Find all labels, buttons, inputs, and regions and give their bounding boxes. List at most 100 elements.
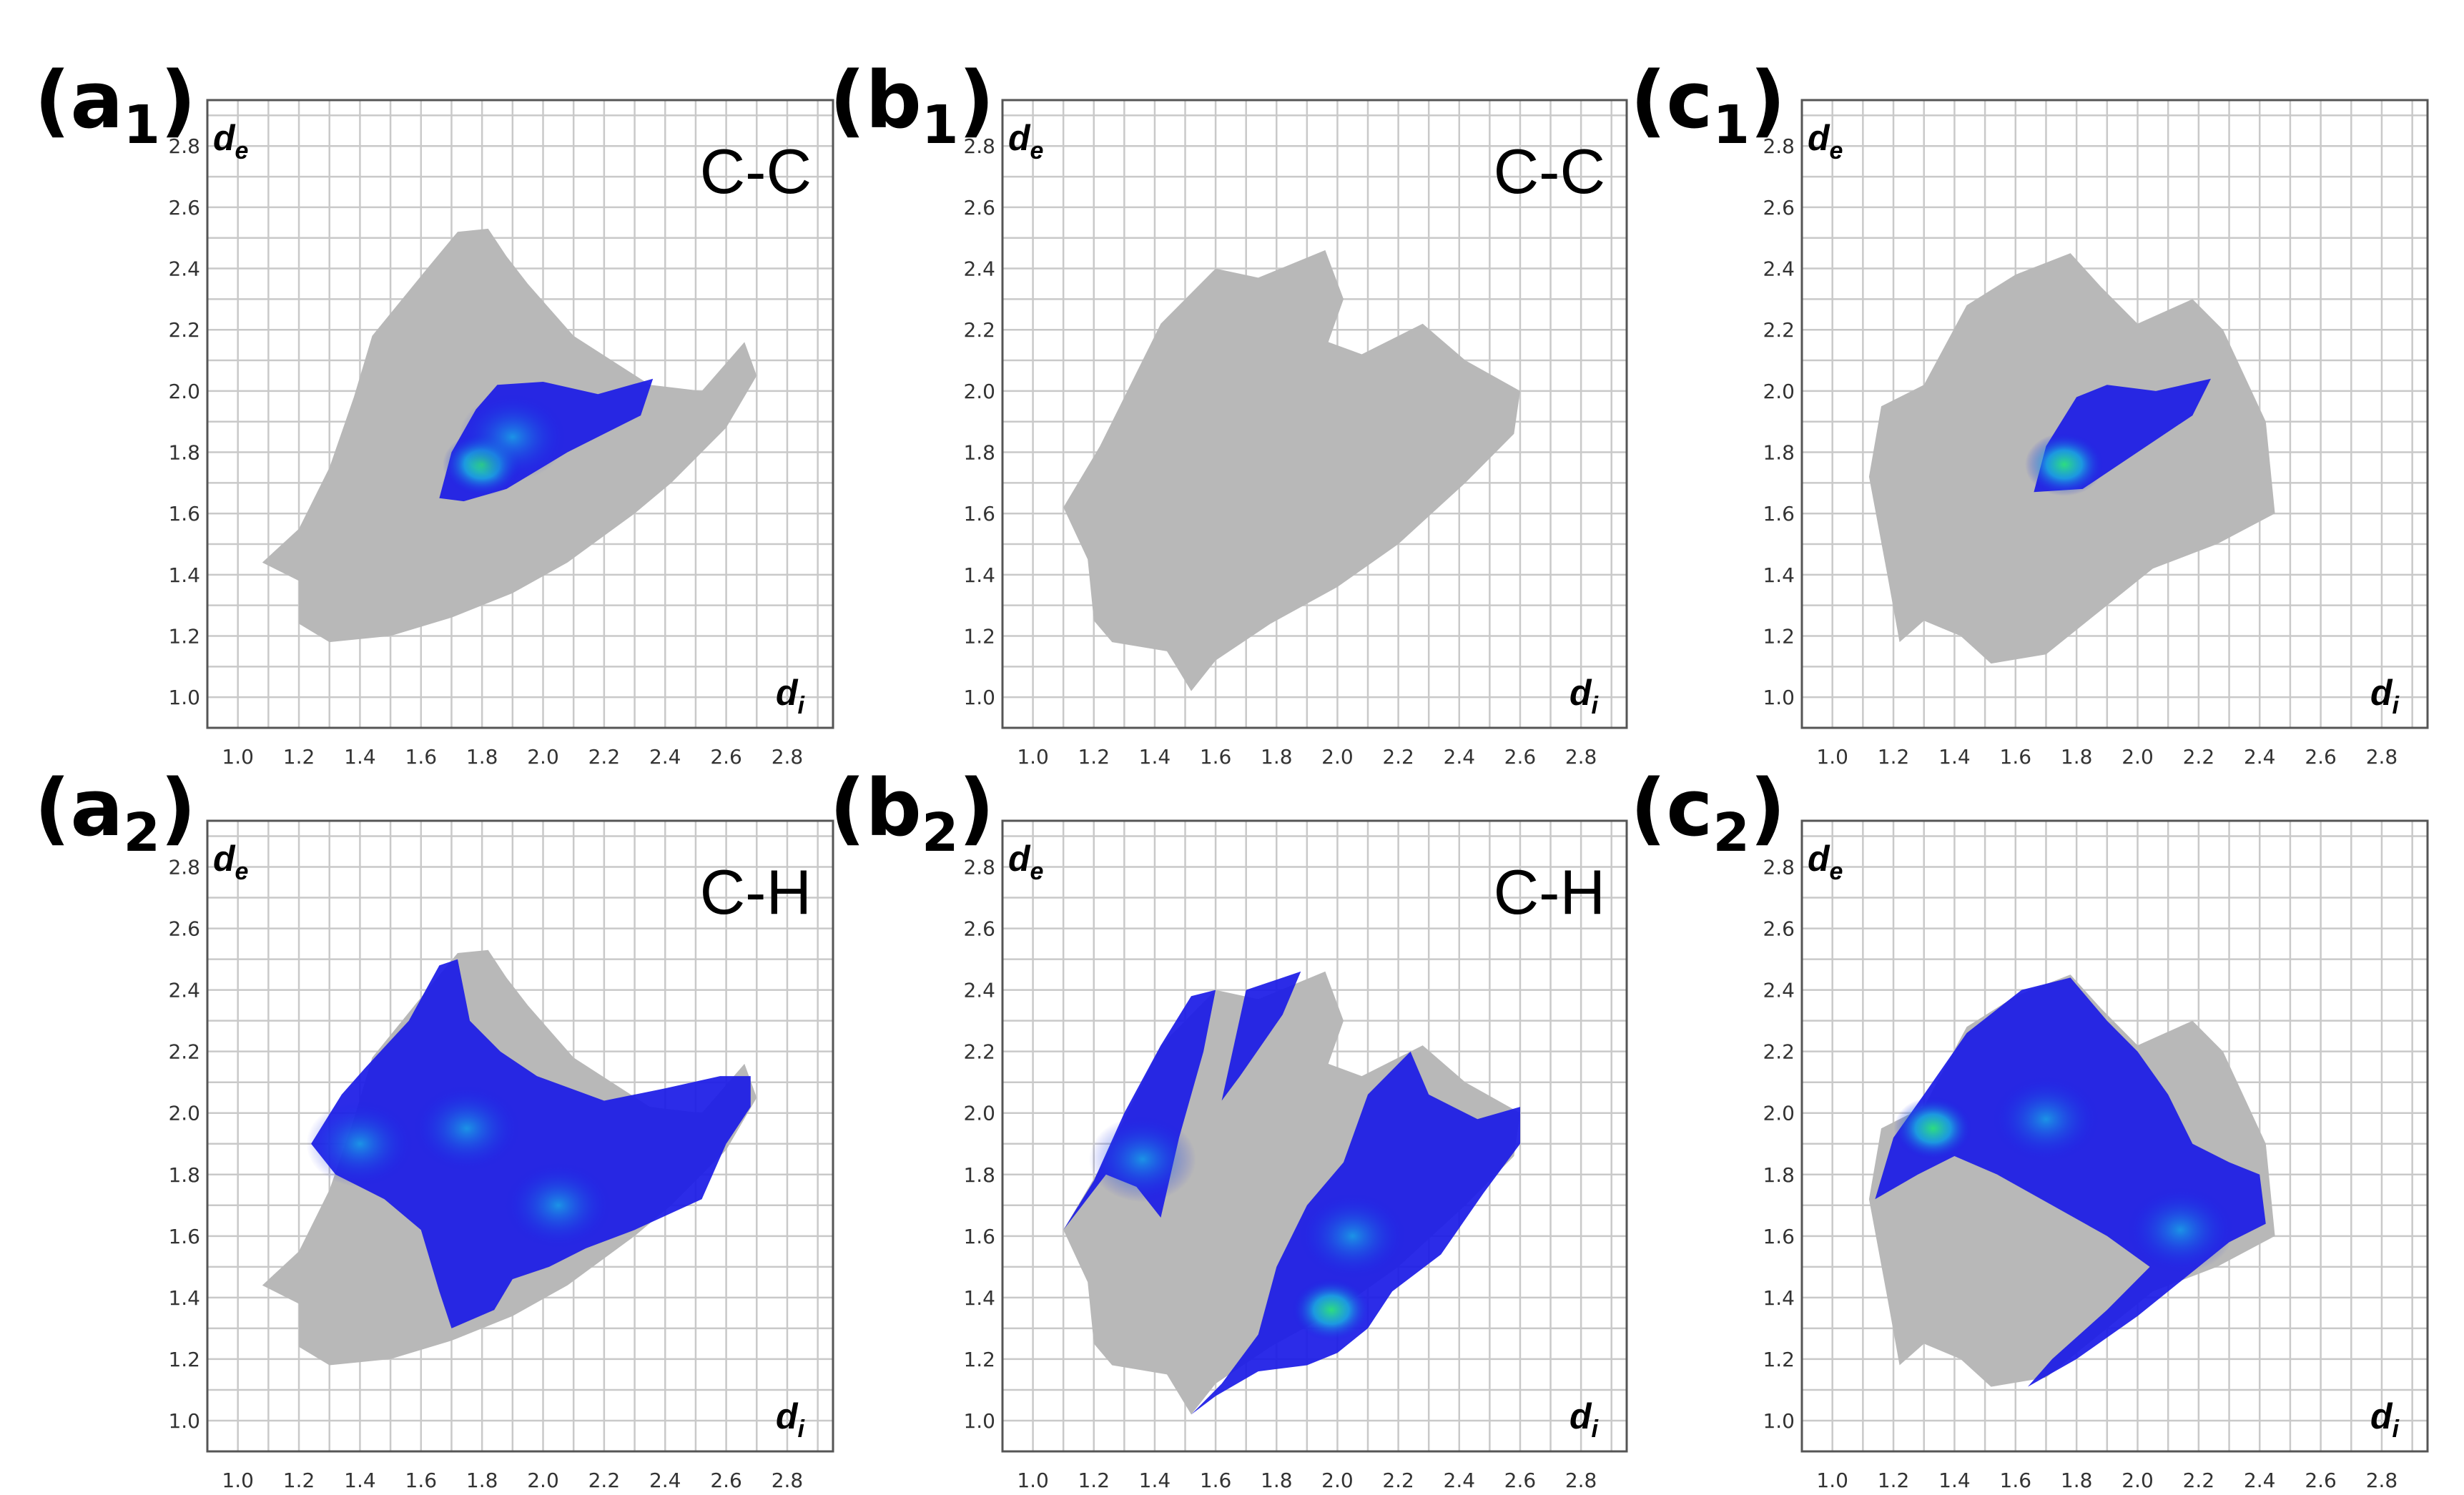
x-tick-label: 2.8 — [1565, 1469, 1597, 1492]
y-tick-label: 2.2 — [963, 1040, 995, 1064]
density-hotspot — [458, 394, 566, 480]
y-tick-label: 2.6 — [1763, 196, 1795, 219]
density-hotspot — [1088, 1116, 1196, 1203]
y-tick-label: 2.2 — [168, 318, 200, 342]
y-tick-label: 2.6 — [168, 196, 200, 219]
y-tick-label: 2.4 — [963, 257, 995, 281]
x-tick-label: 1.8 — [466, 745, 498, 769]
panel-a1: 1.0 1.2 1.4 1.6 1.8 2.0 2.2 2.4 2.6 2.8 1.0 1.2 1.4 1… — [168, 99, 834, 769]
y-tick-label: 1.0 — [1763, 1409, 1795, 1433]
x-axis-label: di — [776, 1396, 806, 1443]
y-tick-label: 2.8 — [963, 856, 995, 879]
x-tick-label: 1.0 — [1017, 1469, 1049, 1492]
y-axis-label: de — [1808, 118, 1843, 164]
x-tick-label: 2.6 — [1504, 1469, 1537, 1492]
x-tick-label: 2.0 — [1321, 1469, 1354, 1492]
x-tick-label: 2.8 — [1565, 745, 1597, 769]
contact-region — [311, 959, 751, 1328]
y-tick-label: 1.2 — [963, 1348, 995, 1371]
y-tick-label: 1.2 — [168, 1348, 200, 1371]
x-axis-label: di — [2370, 1396, 2400, 1443]
x-tick-label: 1.6 — [1200, 1469, 1232, 1492]
y-tick-label: 2.2 — [1763, 318, 1795, 342]
panel-label: (b1) — [829, 54, 995, 156]
x-tick-label: 1.6 — [405, 1469, 438, 1492]
x-tick-label: 1.0 — [222, 745, 254, 769]
y-tick-label: 1.6 — [963, 502, 995, 526]
density-hotspot — [2127, 1187, 2234, 1273]
density-hotspot — [413, 1085, 521, 1172]
y-tick-label: 2.8 — [1763, 134, 1795, 158]
y-tick-label: 2.4 — [1763, 979, 1795, 1002]
x-tick-label: 2.2 — [588, 1469, 621, 1492]
y-tick-label: 2.4 — [1763, 257, 1795, 281]
y-tick-label: 2.8 — [1763, 856, 1795, 879]
x-tick-label: 2.6 — [710, 1469, 742, 1492]
x-tick-label: 2.6 — [2305, 745, 2337, 769]
panel-label: (a1) — [34, 54, 196, 156]
x-tick-label: 2.0 — [527, 745, 559, 769]
y-tick-label: 1.4 — [963, 1286, 995, 1310]
y-axis-label: de — [213, 839, 248, 885]
contact-type-label: C-C — [1494, 136, 1605, 207]
density-hotspot — [1992, 1076, 2100, 1163]
y-tick-label: 2.0 — [963, 1102, 995, 1125]
contact-region — [1875, 977, 2266, 1387]
x-tick-label: 1.6 — [2000, 1469, 2032, 1492]
contact-type-label: C-C — [700, 136, 812, 207]
x-tick-label: 2.6 — [2305, 1469, 2337, 1492]
x-tick-label: 1.8 — [1261, 1469, 1293, 1492]
x-axis-label: di — [2370, 673, 2400, 719]
x-tick-label: 2.8 — [2366, 1469, 2398, 1492]
x-tick-label: 1.0 — [1816, 1469, 1848, 1492]
x-tick-label: 2.4 — [1444, 1469, 1476, 1492]
x-axis-label: di — [776, 673, 806, 719]
contact-type-label: C-H — [700, 857, 812, 927]
y-axis-label: de — [213, 118, 248, 164]
y-tick-label: 1.6 — [1763, 1225, 1795, 1248]
x-tick-label: 1.4 — [1938, 745, 1971, 769]
y-tick-label: 1.0 — [168, 1409, 200, 1433]
y-tick-label: 1.0 — [963, 686, 995, 709]
x-tick-label: 1.4 — [344, 1469, 376, 1492]
y-tick-label: 2.8 — [963, 134, 995, 158]
x-tick-label: 1.2 — [1078, 745, 1110, 769]
y-tick-label: 2.8 — [168, 856, 200, 879]
y-tick-label: 2.6 — [1763, 917, 1795, 941]
x-tick-label: 2.8 — [772, 1469, 804, 1492]
y-tick-label: 2.4 — [963, 979, 995, 1002]
x-tick-label: 2.0 — [2121, 745, 2154, 769]
y-tick-label: 1.4 — [1763, 563, 1795, 587]
panel-c1: 1.0 1.2 1.4 1.6 1.8 2.0 2.2 2.4 2.6 2.8 1.0 1.2 1.4 1… — [1763, 99, 2429, 769]
y-tick-label: 1.2 — [168, 625, 200, 648]
y-tick-label: 1.8 — [1763, 1163, 1795, 1187]
x-tick-label: 2.4 — [1444, 745, 1476, 769]
x-tick-label: 2.6 — [1504, 745, 1537, 769]
x-tick-label: 1.0 — [222, 1469, 254, 1492]
x-tick-label: 1.2 — [1878, 745, 1910, 769]
x-tick-label: 2.0 — [2121, 1469, 2154, 1492]
y-tick-label: 1.8 — [963, 1163, 995, 1187]
y-tick-label: 2.6 — [963, 917, 995, 941]
x-tick-label: 2.0 — [527, 1469, 559, 1492]
panel-b1: 1.0 1.2 1.4 1.6 1.8 2.0 2.2 2.4 2.6 2.8 1.0 1.2 1.4 1… — [963, 99, 1628, 769]
panel-label: (b2) — [829, 762, 995, 864]
contact-type-label: C-H — [1494, 857, 1605, 927]
density-hotspot — [1893, 1097, 1973, 1160]
y-tick-label: 1.0 — [1763, 686, 1795, 709]
y-tick-label: 2.0 — [168, 1102, 200, 1125]
panel-b2: 1.0 1.2 1.4 1.6 1.8 2.0 2.2 2.4 2.6 2.8 1.0 1.2 1.4 1… — [963, 819, 1628, 1492]
x-axis-label: di — [1569, 1396, 1600, 1443]
plot-frame — [206, 99, 834, 729]
x-tick-label: 1.8 — [1261, 745, 1293, 769]
density-hotspot — [1298, 1193, 1406, 1279]
x-tick-label: 1.0 — [1017, 745, 1049, 769]
x-tick-label: 1.4 — [1938, 1469, 1971, 1492]
panel-label: (c2) — [1630, 762, 1785, 864]
plot-frame — [1800, 819, 2429, 1453]
density-hotspot — [504, 1162, 612, 1248]
x-tick-label: 2.6 — [710, 745, 742, 769]
y-tick-label: 2.6 — [168, 917, 200, 941]
x-tick-label: 2.2 — [1382, 745, 1414, 769]
x-tick-label: 1.6 — [1200, 745, 1232, 769]
